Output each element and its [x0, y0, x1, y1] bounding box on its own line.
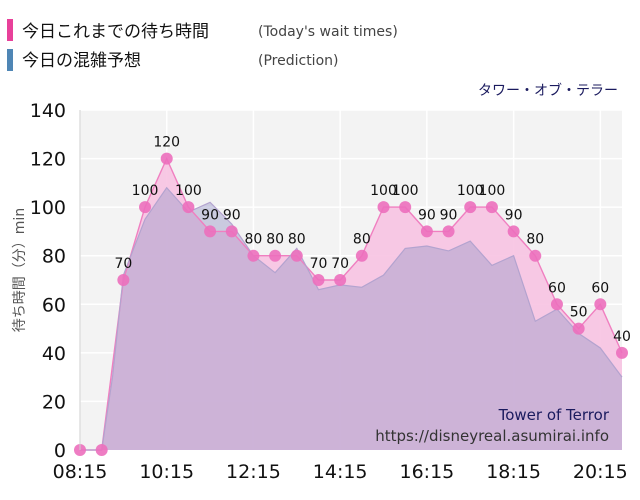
- data-label: 60: [548, 280, 566, 296]
- legend-prediction-sub: (Prediction): [258, 53, 338, 69]
- today-point: [225, 225, 238, 238]
- data-label: 80: [266, 232, 284, 248]
- data-label: 100: [457, 183, 484, 199]
- today-point: [420, 225, 433, 238]
- today-point: [399, 201, 412, 214]
- data-label: 100: [479, 183, 506, 199]
- data-label: 80: [526, 232, 544, 248]
- legend-today-label: 今日これまでの待ち時間: [22, 22, 209, 42]
- today-point: [485, 201, 498, 214]
- y-tick-label: 140: [30, 100, 66, 122]
- today-point: [139, 201, 152, 214]
- y-tick-label: 80: [42, 246, 66, 268]
- x-tick-label: 08:15: [53, 461, 108, 483]
- today-points: [74, 152, 628, 456]
- x-tick-label: 10:15: [139, 461, 194, 483]
- today-point: [269, 249, 282, 262]
- today-point: [377, 201, 390, 214]
- attraction-name: タワー・オブ・テラー: [478, 82, 618, 99]
- data-label: 80: [245, 232, 263, 248]
- data-label: 90: [505, 207, 523, 223]
- today-point: [117, 274, 130, 286]
- x-tick-label: 12:15: [226, 461, 281, 483]
- data-label: 90: [418, 207, 436, 223]
- y-tick-label: 120: [30, 149, 66, 171]
- today-point: [529, 249, 542, 262]
- y-axis-label: 待ち時間（分）min: [12, 208, 28, 332]
- data-label: 100: [175, 183, 202, 199]
- y-tick-label: 60: [42, 294, 66, 316]
- legend: 今日これまでの待ち時間 (Today's wait times) 今日の混雑予想…: [7, 19, 398, 71]
- watermark-url: https://disneyreal.asumirai.info: [375, 427, 609, 445]
- legend-today-swatch: [7, 19, 13, 41]
- data-label: 90: [440, 207, 458, 223]
- data-label: 80: [288, 232, 306, 248]
- today-point: [182, 201, 195, 214]
- today-point: [594, 298, 607, 311]
- x-tick-label: 14:15: [313, 461, 368, 483]
- data-label: 120: [153, 135, 180, 151]
- today-point: [442, 225, 455, 238]
- data-label: 90: [201, 207, 219, 223]
- legend-today-sub: (Today's wait times): [258, 24, 398, 40]
- data-label: 70: [310, 256, 328, 272]
- legend-prediction-label: 今日の混雑予想: [22, 51, 141, 71]
- data-label: 50: [570, 305, 588, 321]
- legend-prediction-swatch: [7, 49, 13, 71]
- prediction-area: [80, 187, 622, 450]
- x-tick-label: 20:15: [573, 461, 628, 483]
- x-tick-label: 18:15: [486, 461, 541, 483]
- today-point: [204, 225, 217, 238]
- today-point: [572, 322, 585, 335]
- today-point: [355, 249, 368, 262]
- today-point: [312, 274, 325, 286]
- today-point: [507, 225, 520, 238]
- data-label: 100: [370, 183, 397, 199]
- data-label: 100: [132, 183, 159, 199]
- data-label: 100: [392, 183, 419, 199]
- y-tick-label: 100: [30, 197, 66, 219]
- data-label: 60: [591, 280, 609, 296]
- data-label: 80: [353, 232, 371, 248]
- data-label: 70: [114, 256, 132, 272]
- today-point: [464, 201, 477, 214]
- today-point: [247, 249, 260, 262]
- y-tick-label: 40: [42, 343, 66, 365]
- watermark-name: Tower of Terror: [498, 406, 610, 424]
- today-point: [290, 249, 303, 262]
- today-point: [616, 346, 628, 359]
- y-tick-label: 20: [42, 391, 66, 413]
- today-point: [160, 152, 173, 165]
- today-point: [550, 298, 563, 311]
- y-ticks: 0 20 40 60 80 100 120 140: [30, 100, 66, 462]
- data-label: 90: [223, 207, 241, 223]
- today-point: [334, 274, 347, 286]
- data-label: 70: [331, 256, 349, 272]
- y-tick-label: 0: [54, 440, 66, 462]
- x-tick-label: 16:15: [399, 461, 454, 483]
- x-ticks: 08:15 10:15 12:15 14:15 16:15 18:15 20:15: [53, 461, 628, 483]
- today-point: [95, 444, 108, 456]
- data-label: 40: [613, 329, 631, 345]
